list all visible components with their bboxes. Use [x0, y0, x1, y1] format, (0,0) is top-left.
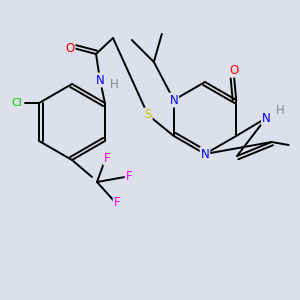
Text: N: N [201, 148, 209, 160]
Text: Cl: Cl [12, 98, 22, 108]
Text: H: H [276, 103, 285, 116]
Text: N: N [96, 74, 104, 86]
Text: F: F [104, 152, 110, 164]
Text: F: F [126, 170, 132, 184]
Text: N: N [169, 94, 178, 106]
Text: S: S [144, 109, 152, 122]
Text: O: O [65, 41, 75, 55]
Text: N: N [262, 112, 271, 124]
Text: F: F [114, 196, 120, 208]
Text: H: H [110, 77, 118, 91]
Text: O: O [230, 64, 239, 76]
